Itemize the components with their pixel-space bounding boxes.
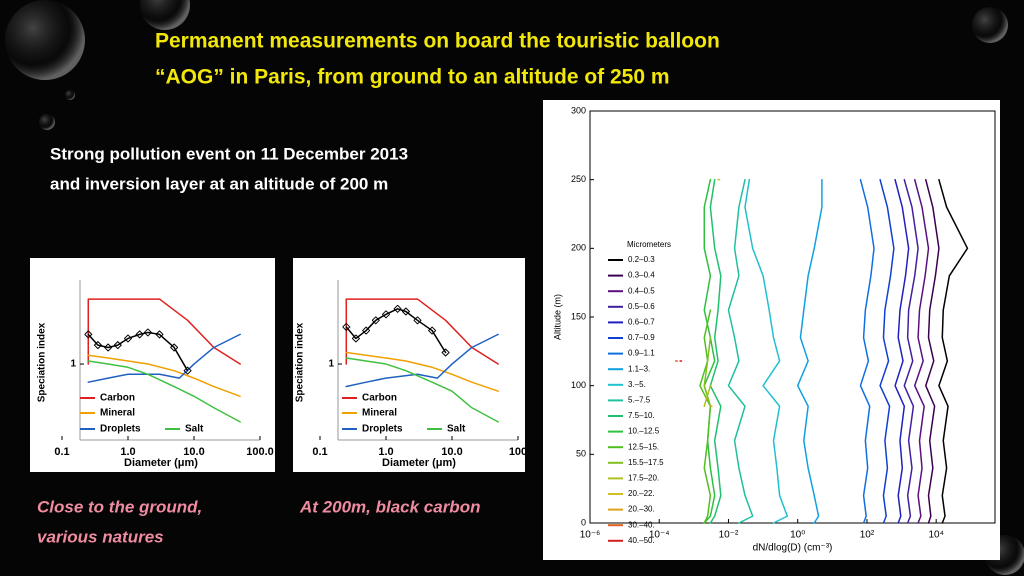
series-line: [88, 332, 187, 370]
y-tick-label: 150: [571, 311, 586, 321]
series-line: [345, 333, 499, 388]
series-line: [703, 178, 716, 524]
y-tick-label: 1: [328, 359, 334, 370]
series-line: [796, 178, 823, 524]
series-line: [87, 333, 241, 383]
legend-title: Micrometers: [627, 240, 671, 249]
series-line: [894, 178, 910, 524]
series-line: [346, 309, 445, 353]
series-line: [744, 178, 789, 524]
x-tick-label: 10⁻⁴: [649, 530, 670, 541]
x-tick-label: 1.0: [378, 446, 393, 458]
x-tick-label: 10⁴: [928, 530, 943, 541]
y-axis-label: Speciation index: [37, 322, 48, 402]
series-line: [709, 178, 722, 524]
x-tick-label: 10⁰: [790, 530, 805, 541]
series-line: [699, 309, 712, 524]
bubble: [65, 90, 75, 100]
legend-label: 20.–22.: [628, 489, 655, 498]
slide-title: Permanent measurements on board the tour…: [155, 30, 720, 53]
series-line: [925, 178, 940, 524]
x-tick-label: 1.0: [120, 446, 135, 458]
legend-label: 7.5–10.: [628, 411, 655, 420]
legend-label: 1.1–3.: [628, 364, 650, 373]
legend-label: Mineral: [100, 408, 135, 419]
bubble: [972, 7, 1008, 43]
legend-label: 10.–12.5: [628, 427, 660, 436]
x-tick-label: 0.1: [312, 446, 327, 458]
legend-label: 0.3–0.4: [628, 271, 655, 280]
series-line: [727, 178, 754, 524]
y-tick-label: 1: [70, 359, 76, 370]
y-axis-label: Altitude (m): [552, 294, 562, 340]
legend-label: 0.7–0.9: [628, 333, 655, 342]
legend-label: 12.5–15.: [628, 442, 659, 451]
y-tick-label: 200: [571, 243, 586, 253]
series-line: [903, 178, 919, 524]
x-axis-label: Diameter (μm): [382, 457, 456, 469]
legend-label: Droplets: [362, 424, 403, 435]
chart-panel: [543, 100, 1000, 560]
legend-label: Carbon: [362, 393, 397, 404]
legend-label: 0.2–0.3: [628, 255, 655, 264]
x-tick-label: 10²: [860, 530, 875, 541]
caption: At 200m, black carbon: [299, 497, 480, 516]
legend-label: 30.–40.: [628, 520, 655, 529]
y-tick-label: 100: [571, 380, 586, 390]
series-line: [859, 178, 875, 524]
legend-label: Mineral: [362, 408, 397, 419]
series-line: [345, 357, 499, 423]
bubble: [39, 114, 55, 130]
legend-label: 15.5–17.5: [628, 458, 664, 467]
x-axis-label: Diameter (μm): [124, 457, 198, 469]
x-tick-label: 0.1: [54, 446, 69, 458]
legend-label: 0.4–0.5: [628, 286, 655, 295]
y-tick-label: 0: [581, 517, 586, 527]
series-line: [938, 178, 969, 524]
legend-label: Salt: [185, 424, 204, 435]
y-tick-label: 250: [571, 174, 586, 184]
x-tick-label: 10.0: [441, 446, 462, 458]
legend-label: Salt: [447, 424, 466, 435]
series-line: [913, 178, 930, 524]
x-axis-label: dN/dlog(D) (cm⁻³): [753, 543, 833, 554]
legend-label: 0.9–1.1: [628, 349, 655, 358]
x-tick-label: 10⁻²: [719, 530, 739, 541]
series-line: [879, 178, 895, 524]
legend-label: Droplets: [100, 424, 141, 435]
x-tick-label: 100.0: [246, 446, 274, 458]
y-axis-label: Speciation index: [295, 322, 306, 402]
bubble: [140, 0, 190, 30]
x-tick-label: 100: [509, 446, 527, 458]
legend-label: 5.–7.5: [628, 396, 651, 405]
legend-label: 0.5–0.6: [628, 302, 655, 311]
caption: various natures: [37, 527, 164, 546]
bubble: [5, 0, 85, 80]
chart-panel: [293, 258, 525, 472]
slide-title: “AOG” in Paris, from ground to an altitu…: [155, 66, 670, 89]
subtitle: and inversion layer at an altitude of 20…: [50, 174, 388, 193]
legend-label: 40.–50.: [628, 536, 655, 545]
legend-label: 17.5–20.: [628, 474, 659, 483]
x-tick-label: 10⁻⁶: [580, 530, 601, 541]
series-line: [703, 384, 712, 408]
y-tick-label: 50: [576, 449, 586, 459]
caption: Close to the ground,: [37, 497, 202, 516]
legend-label: 0.6–0.7: [628, 318, 655, 327]
y-tick-label: 300: [571, 105, 586, 115]
x-tick-label: 10.0: [183, 446, 204, 458]
subtitle: Strong pollution event on 11 December 20…: [50, 144, 408, 163]
legend-label: Carbon: [100, 393, 135, 404]
legend-label: 20.–30.: [628, 505, 655, 514]
series-line: [87, 298, 241, 365]
legend-label: 3.–5.: [628, 380, 646, 389]
